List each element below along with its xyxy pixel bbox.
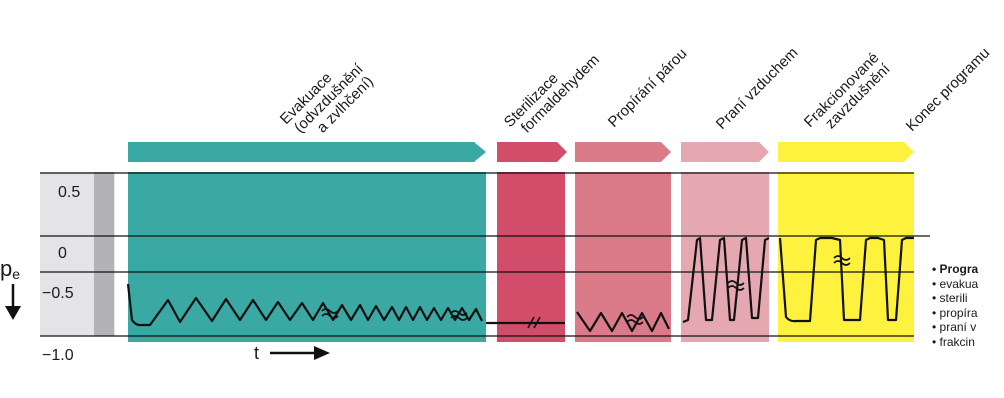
phase-label-air-wash-line-1: Praní vzduchem	[713, 44, 802, 133]
legend-item: • propíra	[932, 305, 978, 320]
break-marks	[321, 255, 851, 329]
curve-fractional-aeration	[778, 236, 914, 323]
phase-label-end: Konec programu	[903, 44, 993, 134]
phase-label-steam-rinse: Propírání párou	[605, 45, 691, 131]
y-axis-label: pe	[0, 256, 21, 320]
x-axis-label: t	[254, 343, 330, 363]
phase-label-steam-rinse-line-1: Propírání párou	[605, 45, 691, 131]
grid-lines	[40, 172, 930, 337]
break-mark-evac-2	[450, 310, 468, 321]
phase-arrows	[128, 142, 914, 162]
legend-item: • sterili	[932, 291, 968, 305]
x-axis-arrow-head	[314, 346, 330, 360]
legend-item: • frakcin	[932, 334, 975, 349]
curve-air-wash	[682, 236, 770, 324]
break-mark-steam	[626, 314, 644, 325]
pressure-label-sub: e	[12, 266, 20, 282]
legend-item: • praní v	[932, 320, 977, 334]
program-legend: • Progra • evakua • sterili • propíra • …	[932, 262, 1004, 398]
break-mark-formaldehyde	[527, 316, 541, 329]
y-tick-minus-0.5: −0.5	[42, 285, 74, 302]
legend-title: • Progra	[932, 262, 979, 276]
phase-block-formaldehyde	[497, 172, 565, 342]
y-tick-0.5: 0.5	[58, 184, 80, 201]
phase-label-formaldehyde: Sterilizace formaldehydem	[501, 51, 603, 136]
phase-block-fractional-aeration	[778, 172, 914, 342]
curve-evacuation	[126, 283, 483, 327]
phase-arrow-steam-rinse	[575, 142, 671, 162]
phase-label-air-wash: Praní vzduchem	[713, 44, 802, 133]
phase-label-fractional-aeration: Frakcionované zavzdušnění	[801, 49, 894, 132]
phase-labels: Evakuace (odvzdušnění a zvlhčení) Steril…	[277, 44, 993, 136]
pressure-label-main: p	[0, 256, 12, 281]
break-mark-fractional	[833, 255, 851, 266]
phase-arrow-evacuation	[128, 142, 486, 162]
phase-arrow-air-wash	[681, 142, 769, 162]
y-tick-minus-1.0: −1.0	[42, 347, 74, 364]
phase-label-evacuation: Evakuace (odvzdušnění a zvlhčení)	[277, 60, 377, 136]
phase-arrow-fractional-aeration	[778, 142, 914, 162]
time-label: t	[254, 343, 259, 363]
pressure-label: pe	[0, 256, 20, 282]
phase-label-end-line-1: Konec programu	[903, 44, 993, 134]
break-mark-air	[727, 280, 745, 291]
preheat-bar	[94, 172, 114, 336]
phase-blocks	[128, 172, 914, 342]
phase-block-evacuation	[128, 172, 486, 342]
y-axis-arrow-head	[5, 306, 21, 320]
phase-arrow-formaldehyde	[497, 142, 567, 162]
y-tick-0: 0	[58, 245, 67, 262]
break-mark-evac-1	[321, 308, 339, 319]
y-tick-labels: 0.5 0 −0.5 −1.0	[42, 184, 80, 364]
legend-item: • evakua	[932, 276, 979, 291]
